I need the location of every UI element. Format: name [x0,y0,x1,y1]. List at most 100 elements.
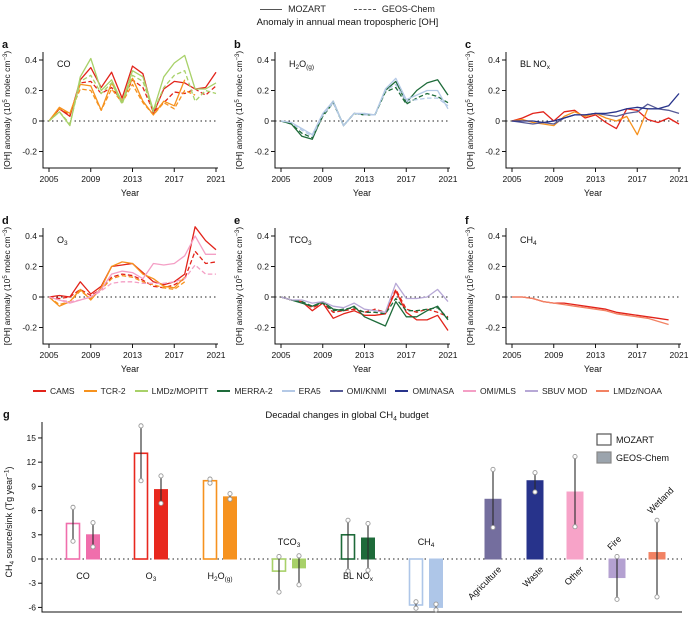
series-lmdz-mopitt-dashed [48,70,217,125]
species-label: H2O(g) [289,59,314,71]
svg-text:2009: 2009 [81,350,100,360]
svg-text:-0.2: -0.2 [254,323,269,333]
model-legend: MOZART GEOS-Chem [0,4,695,14]
legend-item-lmdz-mopitt: LMDz/MOPITT [134,386,209,396]
bar-y-axis-label: CH4 source/sink (Tg year−1) [4,466,17,577]
legend-swatch [463,389,477,393]
svg-text:0.2: 0.2 [25,86,37,96]
svg-text:0.4: 0.4 [25,231,37,241]
svg-text:0.4: 0.4 [488,55,500,65]
legend-item-omi-mls: OMI/MLS [463,386,516,396]
svg-text:0.4: 0.4 [488,231,500,241]
svg-text:2005: 2005 [272,350,291,360]
y-axis-label: [OH] anomaly (105 molec cm−3) [234,227,244,346]
panel-a-line-chart: a[OH] anomaly (105 molec cm−3) -0.2 0 0.2 0.… [2,39,226,198]
svg-text:0: 0 [264,292,269,302]
x-axis-label: Year [353,188,371,198]
x-axis-label: Year [584,188,602,198]
y-axis-label: [OH] anomaly (105 molec cm−3) [2,227,12,346]
svg-text:g: g [3,409,10,421]
y-axis-label: [OH] anomaly (105 molec cm−3) [465,51,475,170]
svg-text:d: d [2,215,9,227]
svg-text:e: e [234,215,240,227]
svg-text:0.2: 0.2 [488,86,500,96]
svg-text:0: 0 [495,292,500,302]
figure-title: Anomaly in annual mean tropospheric [OH] [256,17,439,28]
category-label: Agriculture [466,564,503,601]
svg-text:-0.2: -0.2 [254,147,269,157]
species-label: BL NOx [520,59,551,71]
panel-e-line-chart: e[OH] anomaly (105 molec cm−3) -0.2 0 0.2 0.… [234,215,458,374]
svg-text:0: 0 [264,116,269,126]
series-era5-dashed [280,83,449,137]
bar-h2og-geos-chem [223,496,237,560]
legend-swatch [134,389,148,393]
svg-text:2013: 2013 [586,174,605,184]
species-label: CH4 [520,235,537,247]
legend-label: CAMS [50,386,75,396]
svg-text:f: f [465,215,469,227]
series-sbuv-mod-solid [280,282,449,313]
svg-text:2021: 2021 [670,350,689,360]
svg-text:2017: 2017 [628,174,647,184]
x-axis-label: Year [353,364,371,374]
svg-text:-3: -3 [28,578,36,588]
legend-item-omi-knmi: OMI/KNMI [329,386,387,396]
legend-item-omi-nasa: OMI/NASA [395,386,454,396]
svg-text:0: 0 [32,292,37,302]
svg-text:2017: 2017 [397,350,416,360]
svg-text:2017: 2017 [628,350,647,360]
series-omi-mls-dashed [48,264,216,303]
bar-chart-title: Decadal changes in global CH4 budget [265,410,429,422]
svg-text:0.4: 0.4 [25,55,37,65]
geoschem-label: GEOS-Chem [381,4,435,14]
category-label: BL NOx [343,571,374,583]
legend-label: ERA5 [298,386,321,396]
panel-f-line-chart: f[OH] anomaly (105 molec cm−3) -0.2 0 0.2 0.… [465,215,689,374]
category-label: O3 [146,571,157,583]
x-axis-label: Year [121,364,139,374]
legend-item-era5: ERA5 [281,386,321,396]
svg-text:-0.2: -0.2 [22,147,37,157]
svg-text:2017: 2017 [165,174,184,184]
series-lmdz-noaa-solid [512,296,669,326]
svg-text:-6: -6 [28,602,36,612]
legend-item-sbuv-mod: SBUV MOD [524,386,587,396]
svg-text:0.2: 0.2 [257,262,269,272]
series-tcr-2-dashed [48,274,186,306]
legend-item-merra-2: MERRA-2 [217,386,273,396]
svg-text:2021: 2021 [207,174,226,184]
panel-c-line-chart: c[OH] anomaly (105 molec cm−3) -0.2 0 0.2 0.… [465,39,689,198]
series-cams-dashed [48,250,217,300]
bar-ch4-geos-chem [429,558,443,608]
category-label: Fire [605,534,623,552]
category-label: CO [76,571,90,581]
category-label: H2O(g) [207,571,232,583]
legend-swatch [217,389,231,393]
svg-text:2005: 2005 [503,350,522,360]
svg-text:0: 0 [31,554,36,564]
g-legend-swatch-geos-chem [596,451,612,464]
svg-text:2009: 2009 [81,174,100,184]
svg-text:2009: 2009 [544,174,563,184]
svg-text:0.4: 0.4 [257,55,269,65]
svg-text:0: 0 [32,116,37,126]
legend-label: OMI/NASA [412,386,455,396]
svg-text:2021: 2021 [439,174,458,184]
series-tcr-2-solid [48,261,186,307]
legend-label: LMDz/MOPITT [151,386,209,396]
species-label: O3 [57,235,68,247]
svg-text:2009: 2009 [313,350,332,360]
svg-text:2013: 2013 [586,350,605,360]
legend-swatch [524,389,538,393]
y-axis-label: [OH] anomaly (105 molec cm−3) [2,51,12,170]
svg-text:0.2: 0.2 [488,262,500,272]
series-merra-2-dashed [280,296,449,319]
mozart-label: MOZART [288,4,326,14]
g-legend-swatch-mozart [596,433,612,446]
bar-ch4-mozart [408,558,424,606]
bar-h2og-mozart [202,479,218,560]
panel-b-line-chart: b[OH] anomaly (105 molec cm−3) -0.2 0 0.2 0.… [234,39,458,198]
svg-text:2013: 2013 [355,174,374,184]
legend-label: OMI/KNMI [346,386,387,396]
